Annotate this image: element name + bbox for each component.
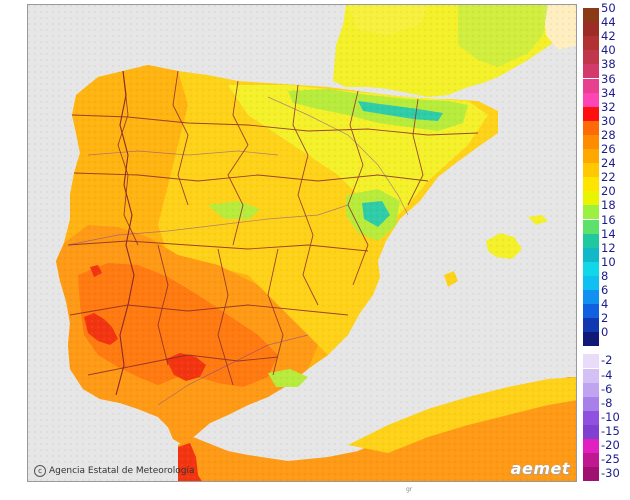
border-line xyxy=(87,354,279,376)
legend-label: 50 xyxy=(601,1,616,15)
legend-label: 18 xyxy=(601,198,616,213)
legend-swatch xyxy=(583,92,599,107)
legend-swatch xyxy=(583,219,599,234)
legend-swatch xyxy=(583,22,599,37)
legend-swatch xyxy=(583,453,599,468)
copyright-icon: c xyxy=(34,465,46,477)
border-line xyxy=(217,248,234,386)
border-line xyxy=(71,114,479,136)
legend-label: 28 xyxy=(601,127,616,142)
credit-notice: c Agencia Estatal de Meteorología xyxy=(34,465,195,477)
legend-label: 32 xyxy=(601,99,616,114)
rivers xyxy=(67,96,409,406)
legend-label: 42 xyxy=(601,29,616,44)
border-line xyxy=(69,304,349,316)
legend-label: 24 xyxy=(601,156,616,171)
temperature-map: c Agencia Estatal de Meteorología aemet xyxy=(27,4,577,482)
legend-label: -10 xyxy=(601,409,620,424)
legend-swatch xyxy=(583,424,599,439)
legend-swatch xyxy=(583,354,599,369)
river-ebro xyxy=(267,96,409,216)
legend-swatch xyxy=(583,50,599,65)
legend-label: 22 xyxy=(601,170,616,185)
border-line xyxy=(117,70,139,246)
river-tajo xyxy=(67,204,349,246)
legend-label: -2 xyxy=(601,353,613,368)
legend-label: -4 xyxy=(601,367,613,382)
legend-swatch xyxy=(583,205,599,220)
legend-label: 8 xyxy=(601,268,609,283)
legend-swatch xyxy=(583,396,599,411)
legend-label: 12 xyxy=(601,240,616,255)
legend-label: 34 xyxy=(601,85,616,100)
border-line xyxy=(227,80,249,246)
border-line xyxy=(172,70,189,206)
map-canvas xyxy=(28,5,576,481)
legend-label: 26 xyxy=(601,142,616,156)
legend-label: -30 xyxy=(601,466,620,481)
texture-overlay xyxy=(28,5,576,481)
legend-label: 10 xyxy=(601,254,616,269)
legend-swatch xyxy=(583,149,599,164)
legend-swatch xyxy=(583,318,599,333)
river-duero xyxy=(87,150,279,156)
legend-swatch xyxy=(583,191,599,206)
temperature-legend: 50 44 42 40 38 36 34 32 30 28 26 24 22 20 18 16 14 12 10 8 6… xyxy=(583,2,629,482)
legend-swatch xyxy=(583,368,599,383)
legend-label: -25 xyxy=(601,452,620,467)
legend-label: 38 xyxy=(601,57,616,72)
legend-swatch xyxy=(583,233,599,248)
legend-swatch xyxy=(583,134,599,149)
border-line xyxy=(347,90,369,286)
legend-swatch xyxy=(583,120,599,135)
legend-label: -15 xyxy=(601,423,620,438)
legend-swatch xyxy=(583,8,599,23)
border-line xyxy=(67,240,369,252)
legend-swatch xyxy=(583,163,599,178)
legend-label: 6 xyxy=(601,283,609,297)
legend-label: -8 xyxy=(601,395,613,410)
border-line xyxy=(157,244,169,366)
legend-swatch xyxy=(583,247,599,262)
aemet-logo: aemet xyxy=(510,459,570,478)
legend-swatch xyxy=(583,467,599,482)
legend-label: -6 xyxy=(601,381,613,396)
legend-label: 2 xyxy=(601,311,609,326)
legend-swatch xyxy=(583,290,599,305)
border-portugal xyxy=(115,70,135,396)
admin-borders xyxy=(67,70,479,386)
credit-text: Agencia Estatal de Meteorología xyxy=(49,466,195,476)
legend-label: 14 xyxy=(601,226,616,241)
bottom-mark: gr xyxy=(406,486,413,493)
legend-label: 40 xyxy=(601,43,616,58)
legend-swatch xyxy=(583,261,599,276)
legend-swatch xyxy=(583,382,599,397)
legend-swatch xyxy=(583,410,599,425)
legend-label: 30 xyxy=(601,113,616,128)
legend-label: 20 xyxy=(601,184,616,199)
river-guadalquivir xyxy=(157,334,309,406)
legend-swatch xyxy=(583,106,599,121)
legend-swatch xyxy=(583,275,599,290)
legend-swatch xyxy=(583,177,599,192)
border-line xyxy=(292,84,319,306)
legend-label: 36 xyxy=(601,71,616,86)
legend-swatch xyxy=(583,78,599,93)
legend-swatch xyxy=(583,304,599,319)
border-line xyxy=(73,172,429,182)
legend-swatch xyxy=(583,439,599,454)
border-line xyxy=(407,98,424,206)
legend-label: 0 xyxy=(601,325,609,340)
legend-swatch xyxy=(583,64,599,79)
legend-label: 44 xyxy=(601,15,616,30)
legend-swatch xyxy=(583,332,599,347)
legend-label: 16 xyxy=(601,212,616,227)
legend-label: 4 xyxy=(601,297,609,312)
legend-label: -20 xyxy=(601,438,620,452)
border-line xyxy=(267,248,284,376)
legend-swatch xyxy=(583,36,599,51)
